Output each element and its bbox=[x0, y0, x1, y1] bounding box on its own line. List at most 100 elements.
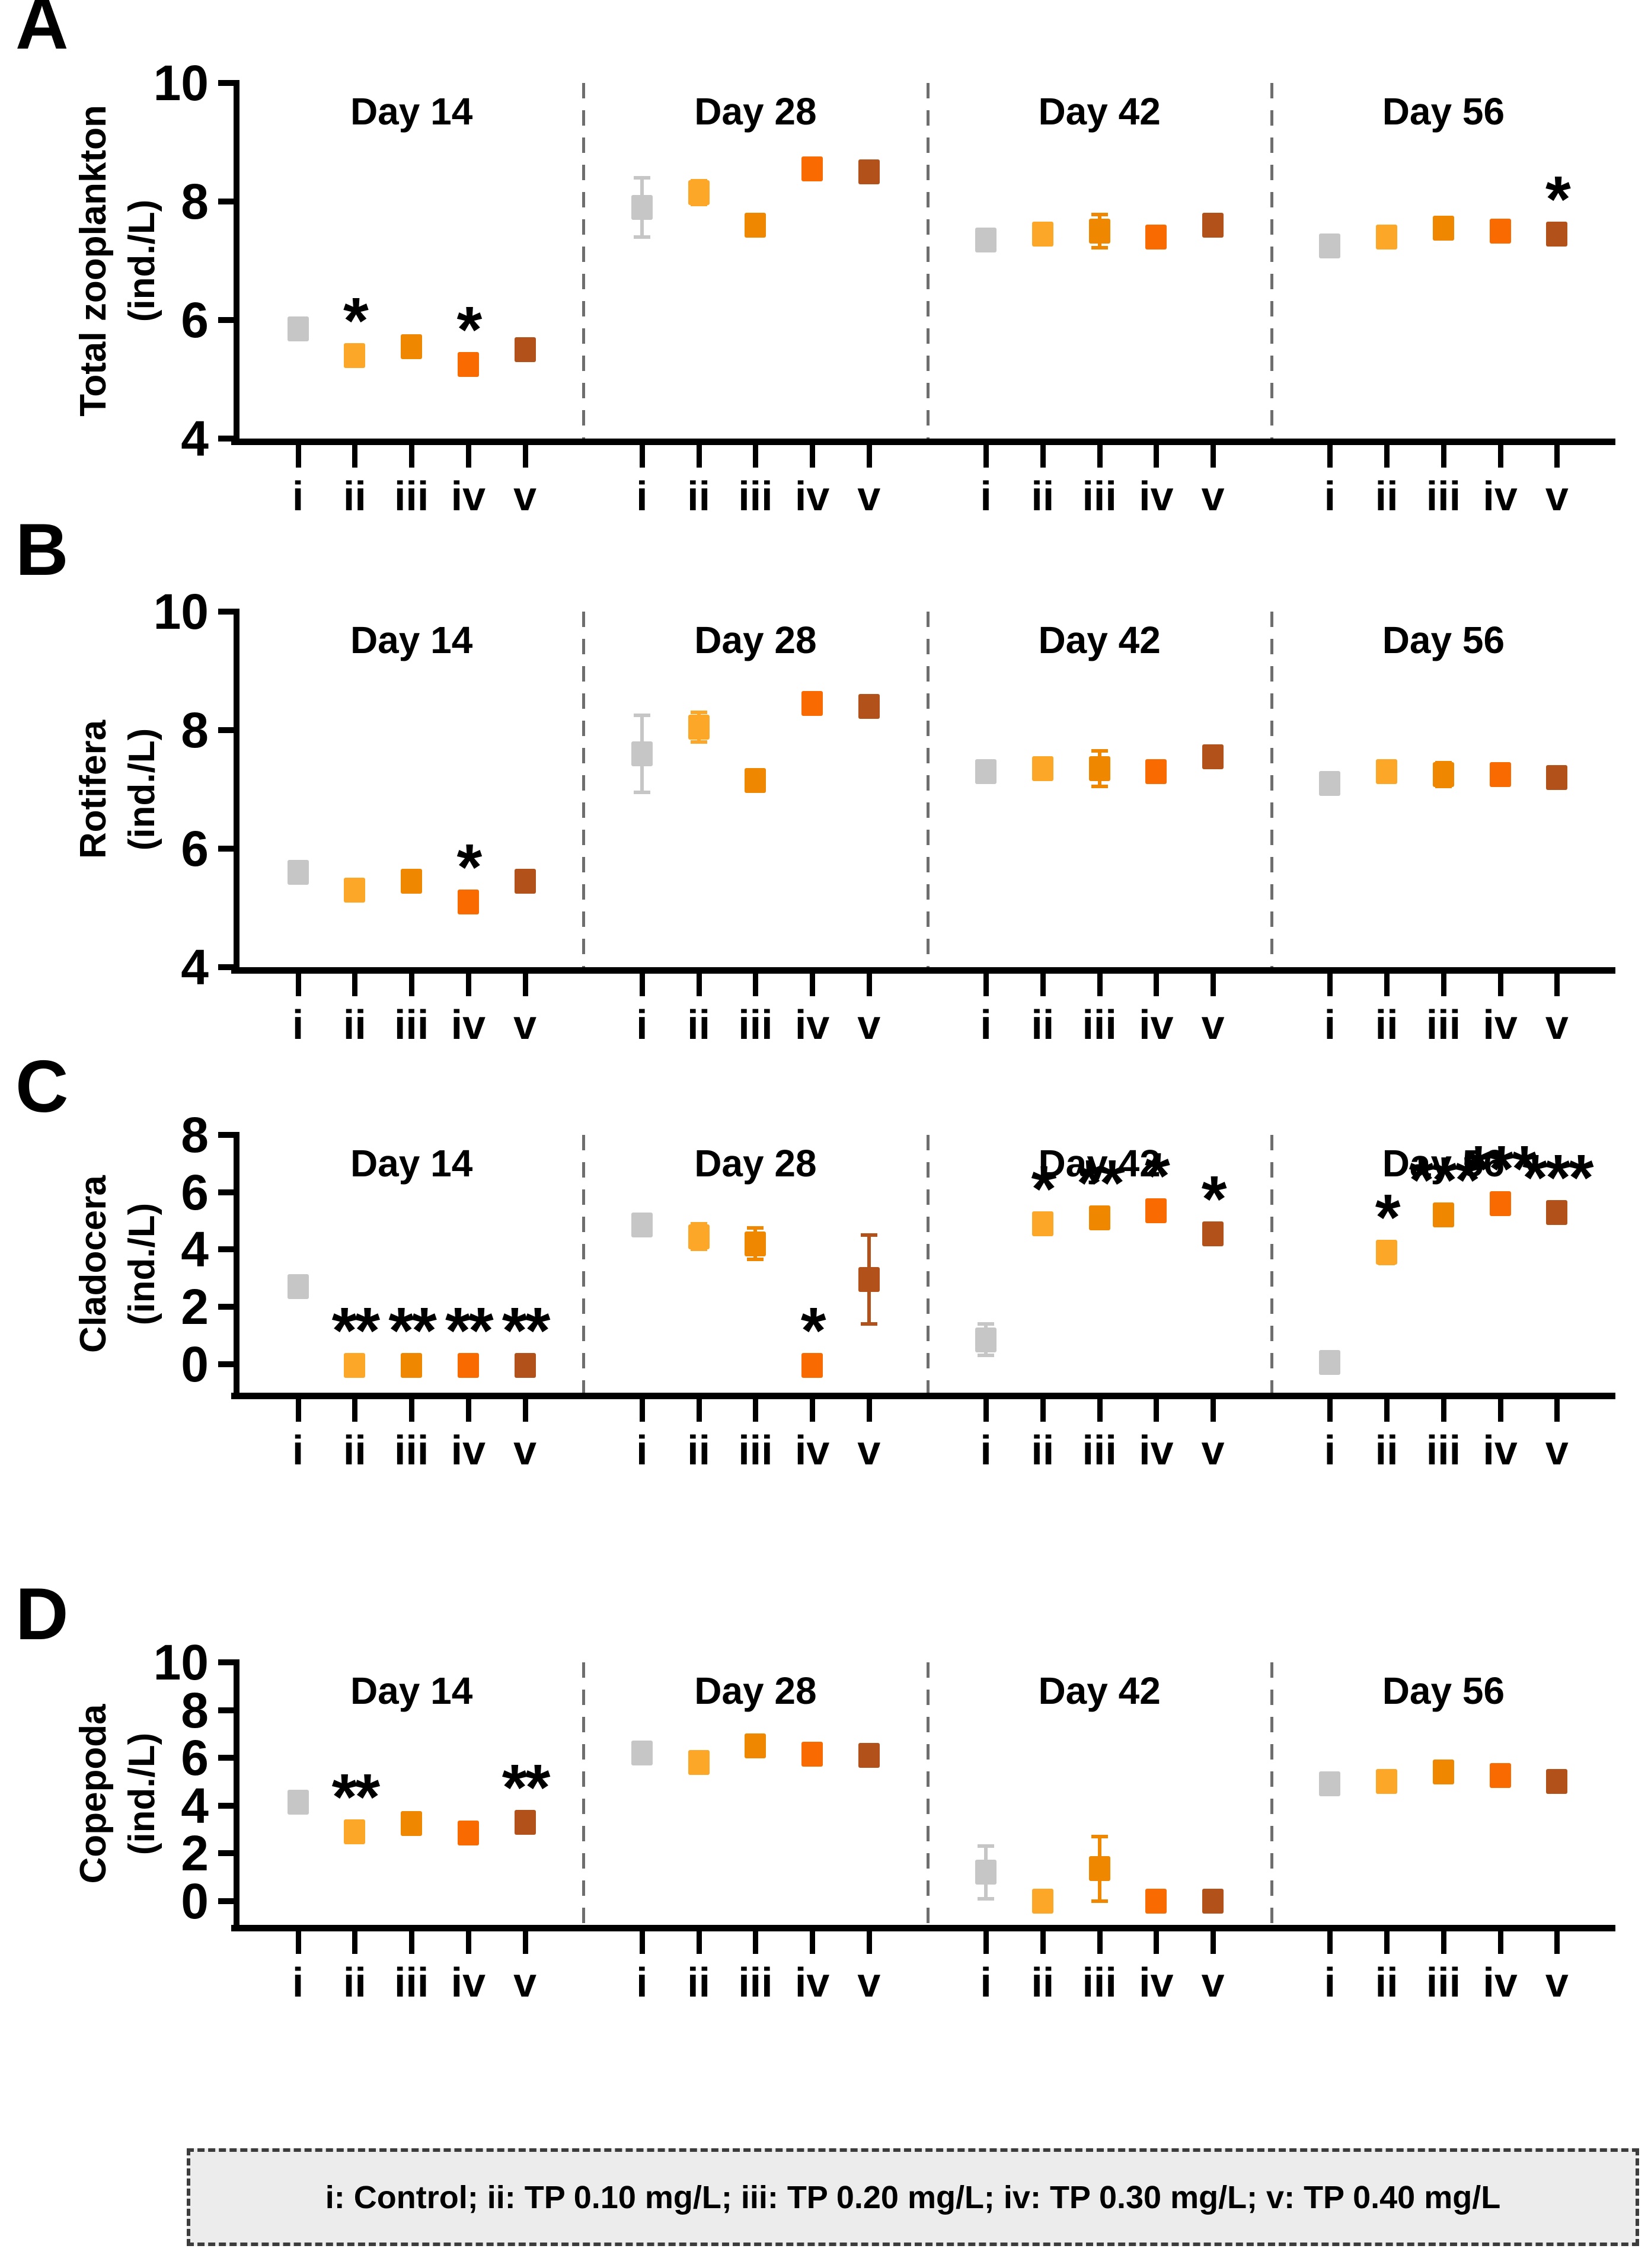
category-label: ii bbox=[1375, 1427, 1398, 1473]
category-label: ii bbox=[1375, 1959, 1398, 2005]
data-marker bbox=[1088, 219, 1110, 244]
y-tick-label: 10 bbox=[153, 584, 209, 639]
data-marker bbox=[1432, 216, 1454, 241]
significance-stars: * bbox=[456, 293, 482, 366]
x-axis-line bbox=[231, 1925, 1615, 1931]
category-tick bbox=[1211, 1931, 1216, 1954]
data-marker bbox=[858, 1267, 880, 1293]
category-label: iii bbox=[394, 473, 429, 519]
legend-box: i: Control; ii: TP 0.10 mg/L; iii: TP 0.… bbox=[187, 2148, 1639, 2246]
error-bar-cap bbox=[1091, 749, 1108, 753]
category-label: iv bbox=[451, 1427, 486, 1473]
category-label: ii bbox=[343, 1002, 366, 1048]
category-label: v bbox=[857, 1002, 881, 1048]
category-tick bbox=[1097, 1399, 1103, 1422]
category-label: ii bbox=[343, 473, 366, 519]
day-header: Day 42 bbox=[1038, 90, 1161, 133]
error-bar-cap bbox=[747, 1226, 764, 1230]
data-marker bbox=[1145, 759, 1167, 784]
category-tick bbox=[810, 974, 816, 996]
category-tick bbox=[983, 1931, 989, 1954]
data-marker bbox=[1432, 1202, 1454, 1228]
category-tick bbox=[696, 445, 702, 468]
panel-letter: D bbox=[15, 1573, 69, 1655]
day-header: Day 56 bbox=[1382, 619, 1505, 661]
category-tick bbox=[522, 1931, 528, 1954]
category-label: iii bbox=[394, 1427, 429, 1473]
category-label: v bbox=[1201, 473, 1225, 519]
category-label: i bbox=[292, 1002, 304, 1048]
category-tick bbox=[1384, 1399, 1390, 1422]
data-marker bbox=[1319, 1350, 1341, 1375]
data-marker bbox=[858, 1743, 880, 1768]
data-marker bbox=[1376, 759, 1398, 784]
category-label: i bbox=[980, 1002, 992, 1048]
category-label: iv bbox=[794, 1959, 830, 2005]
error-bar-cap bbox=[978, 1844, 995, 1848]
y-tick-label: 4 bbox=[181, 1777, 209, 1834]
category-tick bbox=[1554, 1931, 1560, 1954]
category-tick bbox=[696, 1931, 702, 1954]
category-label: iii bbox=[1082, 1427, 1117, 1473]
category-label: ii bbox=[1031, 1959, 1055, 2005]
category-label: v bbox=[857, 473, 881, 519]
category-label: v bbox=[1201, 1959, 1225, 2005]
category-tick bbox=[1384, 974, 1390, 996]
category-label: iv bbox=[794, 1427, 830, 1473]
data-marker bbox=[688, 1224, 710, 1249]
y-tick-label: 4 bbox=[181, 939, 209, 995]
category-tick bbox=[696, 974, 702, 996]
data-marker bbox=[1546, 222, 1568, 247]
error-bar-cap bbox=[690, 1247, 707, 1252]
category-label: v bbox=[857, 1427, 881, 1473]
category-label: iii bbox=[1426, 473, 1461, 519]
day-header: Day 14 bbox=[350, 619, 473, 661]
day-header: Day 56 bbox=[1382, 90, 1505, 133]
data-marker bbox=[1319, 771, 1341, 796]
category-label: v bbox=[1201, 1002, 1225, 1048]
category-label: iii bbox=[1426, 1959, 1461, 2005]
panel-letter: C bbox=[15, 1046, 69, 1128]
day-header: Day 14 bbox=[350, 1142, 473, 1185]
data-marker bbox=[457, 890, 479, 914]
y-tick-label: 8 bbox=[181, 174, 209, 229]
error-bar-cap bbox=[633, 714, 650, 717]
category-label: ii bbox=[1375, 1002, 1398, 1048]
group-separator bbox=[926, 1135, 930, 1393]
error-bar-cap bbox=[747, 1258, 764, 1262]
data-marker bbox=[1031, 1211, 1053, 1236]
data-marker bbox=[1031, 222, 1053, 247]
category-tick bbox=[639, 445, 645, 468]
category-tick bbox=[1040, 974, 1046, 996]
category-label: iii bbox=[394, 1959, 429, 2005]
category-label: ii bbox=[687, 1002, 711, 1048]
data-marker bbox=[1145, 225, 1167, 249]
y-tick bbox=[218, 1659, 239, 1665]
category-label: ii bbox=[687, 473, 711, 519]
error-bar-cap bbox=[978, 1896, 995, 1901]
y-tick-label: 2 bbox=[181, 1279, 209, 1335]
category-tick bbox=[1154, 445, 1160, 468]
category-label: iv bbox=[1483, 1959, 1518, 2005]
category-tick bbox=[866, 974, 872, 996]
data-marker bbox=[975, 1327, 997, 1352]
day-header: Day 28 bbox=[694, 619, 817, 661]
category-label: ii bbox=[343, 1427, 366, 1473]
x-axis-line bbox=[231, 1393, 1615, 1399]
category-label: iv bbox=[451, 473, 486, 519]
category-tick bbox=[1097, 1931, 1103, 1954]
group-separator bbox=[582, 83, 586, 439]
data-marker bbox=[688, 180, 710, 205]
data-marker bbox=[1489, 1763, 1511, 1789]
category-label: v bbox=[1545, 1002, 1569, 1048]
significance-stars: *** bbox=[1522, 1141, 1593, 1214]
data-marker bbox=[1546, 1769, 1568, 1794]
data-marker bbox=[745, 213, 766, 238]
y-axis-line bbox=[234, 1132, 239, 1399]
data-marker bbox=[1376, 1240, 1398, 1265]
category-tick bbox=[753, 974, 759, 996]
day-header: Day 42 bbox=[1038, 1142, 1161, 1185]
category-label: i bbox=[1324, 1427, 1336, 1473]
data-marker bbox=[344, 1819, 366, 1844]
category-tick bbox=[1154, 1931, 1160, 1954]
